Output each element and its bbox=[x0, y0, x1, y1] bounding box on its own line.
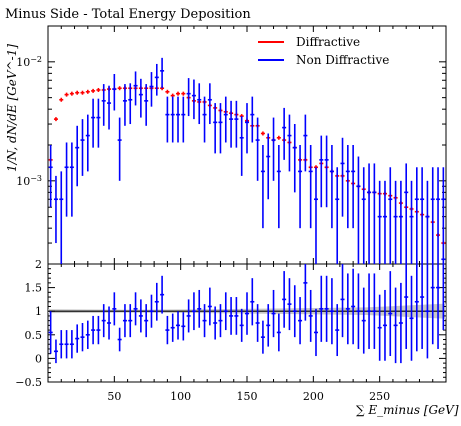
ratio-series-layer bbox=[48, 258, 446, 364]
legend-diffractive-label: Diffractive bbox=[296, 35, 360, 49]
x-tick-label: 200 bbox=[303, 390, 324, 403]
y-axis-label: 1/N, dN/dE [GeV^-1] bbox=[5, 44, 19, 172]
ratio-y-tick-label: 1 bbox=[35, 305, 42, 318]
ratio-y-tick-label: 1.5 bbox=[25, 282, 43, 295]
ratio-y-tick-label: 0.5 bbox=[25, 329, 43, 342]
x-axis-label: ∑ E_minus [GeV] bbox=[356, 403, 459, 417]
x-tick-label: 50 bbox=[107, 390, 121, 403]
ratio-y-tick-label: 0 bbox=[35, 352, 42, 365]
x-tick-label: 150 bbox=[237, 390, 258, 403]
ratio-y-tick-label: 2 bbox=[35, 258, 42, 271]
chart-title: Minus Side - Total Energy Deposition bbox=[5, 7, 251, 22]
legend-non-diffractive-label: Non Diffractive bbox=[296, 53, 389, 67]
x-tick-label: 250 bbox=[369, 390, 390, 403]
legend: Diffractive Non Diffractive bbox=[258, 35, 389, 67]
x-axis-label-text: ∑ E_minus [GeV] bbox=[356, 403, 459, 417]
x-tick-label: 100 bbox=[170, 390, 191, 403]
main-y-tick-label: 10−2 bbox=[16, 54, 42, 69]
y-axis-label-text: 1/N, dN/dE [GeV^-1] bbox=[5, 44, 19, 172]
main-y-tick-label: 10−3 bbox=[16, 173, 42, 188]
ratio-y-tick-label: −0.5 bbox=[15, 376, 42, 389]
main-series-layer bbox=[48, 57, 446, 264]
